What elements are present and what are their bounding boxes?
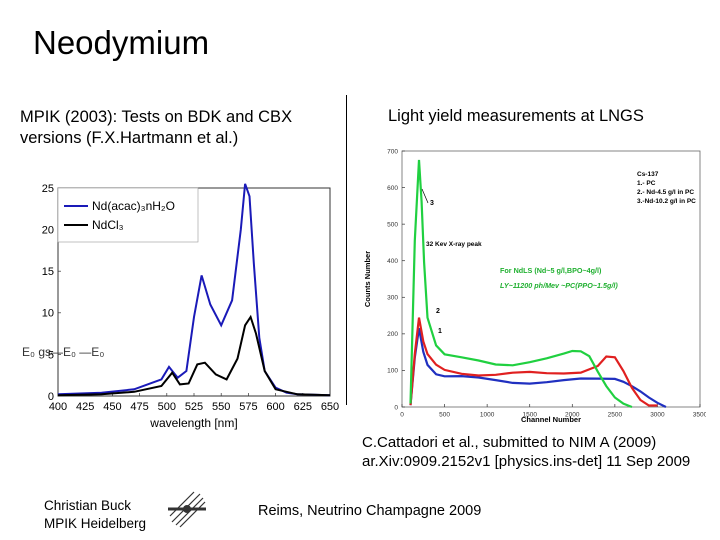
x-tick-label: 650 <box>321 401 339 413</box>
y-axis-label: Counts Number <box>363 251 372 307</box>
y-tick-label: 0 <box>48 391 54 403</box>
y-tick-label: 5 <box>48 349 54 361</box>
right-column-heading: Light yield measurements at LNGS <box>388 107 644 125</box>
y-tick-label: 700 <box>387 148 398 155</box>
legend-label-series-2: NdCl₃ <box>92 218 124 232</box>
legend-title: Cs-137 <box>637 171 659 178</box>
annotation-xray-peak: 32 Kev X-ray peak <box>426 241 482 248</box>
annotation-light-yield: LY~11200 ph/Mev ~PC(PPO~1.5g/l) <box>500 281 618 290</box>
legend: Cs-137 1.- PC 2.- Nd-4.5 g/l in PC 3.-Nd… <box>637 171 696 205</box>
series-line-2 <box>57 314 331 397</box>
y-tick-label: 100 <box>387 368 398 375</box>
y-tick-label: 20 <box>42 224 54 236</box>
x-tick-label: 425 <box>76 401 94 413</box>
annotation-ndls-composition: For NdLS (Nd~5 g/l,BPO~4g/l) <box>500 266 602 275</box>
x-tick-label: 475 <box>130 401 148 413</box>
author-institute: MPIK Heidelberg <box>44 516 147 531</box>
footer-conference: Reims, Neutrino Champagne 2009 <box>258 503 482 519</box>
x-tick-label: 550 <box>212 401 230 413</box>
citation-line-1: C.Cattadori et al., submitted to NIM A (… <box>362 434 657 451</box>
x-tick-label: 450 <box>103 401 121 413</box>
y-tick-label: 200 <box>387 331 398 338</box>
legend-label-series-1: Nd(acac)₃nH₂O <box>92 199 175 213</box>
x-tick-label: 2500 <box>608 412 623 419</box>
y-tick-label: 10 <box>42 308 54 320</box>
legend: Nd(acac)₃nH₂O NdCl₃ <box>57 187 199 243</box>
x-tick-label: 3000 <box>650 412 665 419</box>
legend-item: 3.-Nd-10.2 g/l in PC <box>637 198 696 205</box>
legend-item: 1.- PC <box>637 180 656 187</box>
series-line-1 <box>409 328 667 408</box>
left-column-heading: MPIK (2003): Tests on BDK and CBX versio… <box>20 108 293 147</box>
light-yield-spectrum-chart: 0 100 200 300 400 500 600 700 0 500 1000 1500 2000 2… <box>363 148 706 424</box>
annotation-curve-1: 1 <box>438 328 442 335</box>
x-tick-label: 600 <box>266 401 284 413</box>
annotation-curve-2: 2 <box>436 308 440 315</box>
y-tick-label: 0 <box>394 404 398 411</box>
x-tick-label: 3500 <box>693 412 706 419</box>
annotation-curve-3: 3 <box>430 200 434 207</box>
y-tick-label: 600 <box>387 185 398 192</box>
x-axis-label: Channel Number <box>521 415 581 424</box>
slide-title: Neodymium <box>33 24 210 61</box>
x-tick-label: 1500 <box>522 412 537 419</box>
y-tick-label: 400 <box>387 258 398 265</box>
mpik-logo-icon <box>168 491 206 528</box>
column-divider <box>346 95 347 405</box>
citation: C.Cattadori et al., submitted to NIM A (… <box>362 433 690 471</box>
nd-emission-spectrum-chart: 0 5 10 15 20 25 400 425 450 475 500 525 550 575 600 62… <box>22 183 339 430</box>
y-tick-label: 25 <box>42 183 54 195</box>
plot-frame <box>401 150 701 408</box>
legend-item: 2.- Nd-4.5 g/l in PC <box>637 189 694 196</box>
x-tick-label: 500 <box>439 412 450 419</box>
series-line-2 <box>409 317 658 407</box>
x-axis-label: wavelength [nm] <box>149 416 237 430</box>
x-tick-label: 500 <box>158 401 176 413</box>
x-tick-label: 575 <box>239 401 257 413</box>
x-tick-label: 525 <box>185 401 203 413</box>
x-tick-label: 400 <box>49 401 67 413</box>
y-tick-label: 500 <box>387 221 398 228</box>
x-tick-label: 1000 <box>480 412 495 419</box>
y-tick-label: 300 <box>387 295 398 302</box>
x-tick-label: 0 <box>400 412 404 419</box>
x-tick-label: 2000 <box>565 412 580 419</box>
series-line-3 <box>409 159 633 409</box>
x-tick-label: 625 <box>294 401 312 413</box>
energy-transition-annotation: E₀ gs—E₀ —E₀ <box>22 345 104 359</box>
citation-line-2: ar.Xiv:0909.2152v1 [physics.ins-det] 11 … <box>362 453 691 470</box>
y-tick-label: 15 <box>42 266 54 278</box>
author-name: Christian Buck <box>44 498 132 513</box>
footer-author: Christian Buck MPIK Heidelberg <box>44 497 146 533</box>
